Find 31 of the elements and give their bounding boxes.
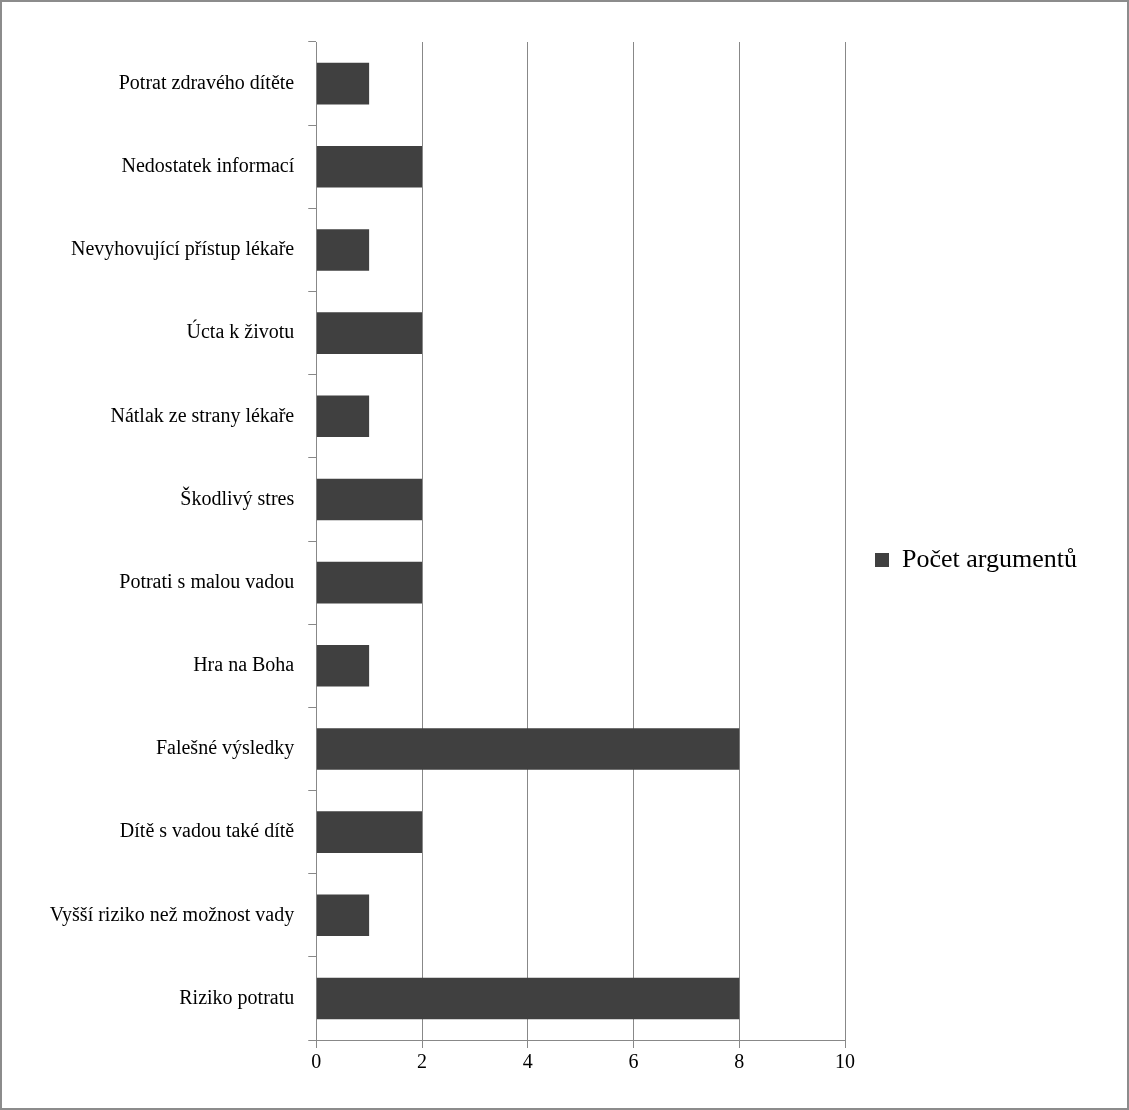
bar bbox=[316, 478, 422, 521]
y-tick-label: Hra na Boha bbox=[193, 653, 295, 675]
bar bbox=[316, 894, 370, 937]
bar bbox=[316, 395, 370, 438]
y-tick-label: Falešné výsledky bbox=[155, 736, 295, 760]
x-tick-label: 2 bbox=[417, 1050, 427, 1073]
bar bbox=[316, 312, 422, 354]
y-tick-label: Riziko potratu bbox=[179, 985, 295, 1009]
y-tick-label: Nátlak ze strany lékaře bbox=[110, 403, 295, 427]
x-tick-label: 8 bbox=[734, 1050, 745, 1073]
x-tick-label: 10 bbox=[835, 1050, 856, 1073]
y-tick-label: Škodlivý stres bbox=[180, 485, 295, 510]
bar bbox=[316, 561, 422, 604]
x-tick-label: 6 bbox=[628, 1050, 639, 1073]
bar bbox=[316, 62, 370, 105]
bar bbox=[316, 728, 740, 770]
bar bbox=[316, 977, 740, 1020]
y-tick-label: Dítě s vadou také dítě bbox=[119, 819, 295, 842]
y-tick-label: Potrati s malou vadou bbox=[119, 569, 295, 592]
y-tick-label: Úcta k životu bbox=[186, 319, 295, 343]
y-tick-label: Potrat zdravého dítěte bbox=[118, 70, 295, 93]
y-tick-label: Nevyhovující přístup lékaře bbox=[70, 237, 295, 261]
x-tick-label: 0 bbox=[311, 1050, 322, 1073]
x-tick-label: 4 bbox=[522, 1050, 533, 1073]
bar bbox=[316, 145, 422, 188]
y-tick-label: Nedostatek informací bbox=[121, 154, 295, 176]
bar bbox=[316, 644, 370, 687]
bar bbox=[316, 811, 422, 853]
bar bbox=[316, 229, 370, 271]
legend-label: Počet argumentů bbox=[902, 543, 1077, 573]
y-tick-label: Vyšší riziko než možnost vady bbox=[49, 902, 295, 926]
